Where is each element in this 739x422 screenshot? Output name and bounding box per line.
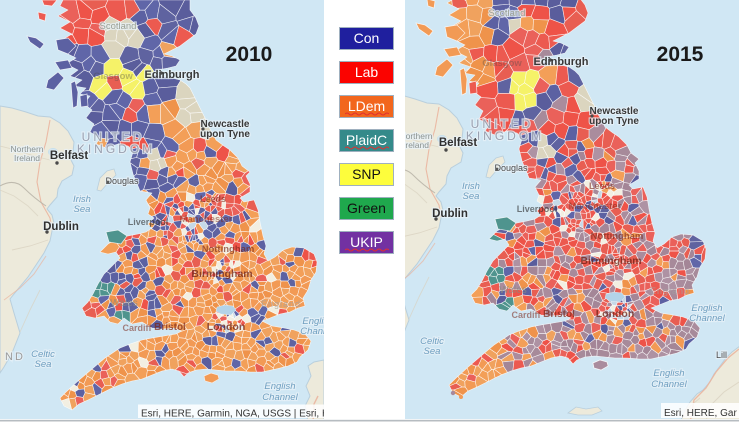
svg-text:Channel: Channel (300, 326, 336, 337)
svg-text:Sea: Sea (74, 204, 91, 215)
svg-text:Manchester: Manchester (180, 214, 233, 225)
svg-text:Bristol: Bristol (154, 322, 186, 333)
svg-text:Belfast: Belfast (439, 137, 478, 149)
svg-text:English: English (264, 381, 295, 392)
svg-text:Bristol: Bristol (543, 309, 575, 320)
svg-text:Channel: Channel (651, 379, 687, 390)
svg-text:Leeds: Leeds (589, 181, 615, 191)
svg-text:UNITED: UNITED (82, 130, 145, 144)
svg-text:Belfast: Belfast (50, 150, 89, 162)
svg-text:Birmingham: Birmingham (191, 268, 252, 280)
svg-text:Celtic: Celtic (420, 336, 444, 347)
svg-text:Ireland: Ireland (403, 140, 429, 150)
svg-text:Sea: Sea (35, 359, 52, 370)
svg-text:London: London (596, 308, 634, 320)
svg-text:Wales: Wales (499, 285, 526, 296)
svg-text:Cardiff: Cardiff (123, 323, 153, 333)
svg-text:Esri, HERE, Garmin, NGA, USGS: Esri, HERE, Garmin, NGA, USGS | Esri, HE (141, 409, 336, 420)
svg-text:upon Tyne: upon Tyne (200, 129, 250, 140)
svg-text:Dublin: Dublin (432, 208, 468, 220)
svg-text:Liverpool: Liverpool (128, 217, 169, 227)
svg-text:Edinburgh: Edinburgh (145, 69, 200, 81)
svg-text:Celtic: Celtic (31, 349, 55, 360)
svg-text:England: England (261, 299, 301, 309)
svg-text:Newcastle: Newcastle (590, 106, 639, 117)
svg-text:Manchester: Manchester (569, 201, 622, 212)
svg-text:Sea: Sea (463, 191, 480, 202)
svg-text:Scotland: Scotland (100, 21, 137, 32)
svg-text:Birmingham: Birmingham (580, 255, 641, 267)
svg-text:English: English (691, 303, 722, 314)
svg-text:2010: 2010 (226, 43, 273, 66)
svg-text:Irish: Irish (73, 194, 91, 205)
svg-text:Scotland: Scotland (489, 8, 526, 19)
svg-text:Dublin: Dublin (43, 221, 79, 233)
svg-text:Leeds: Leeds (200, 194, 226, 204)
svg-text:2015: 2015 (657, 43, 704, 66)
svg-text:London: London (207, 321, 245, 333)
svg-text:Douglas: Douglas (105, 176, 139, 186)
svg-text:English: English (302, 316, 333, 327)
svg-text:Edinburgh: Edinburgh (534, 56, 589, 68)
svg-text:Newcastle: Newcastle (201, 119, 250, 130)
svg-text:Channel: Channel (689, 313, 725, 324)
svg-text:upon Tyne: upon Tyne (589, 116, 639, 127)
svg-text:UNITED: UNITED (471, 117, 534, 131)
svg-text:Wales: Wales (110, 298, 137, 309)
svg-text:Lill: Lill (716, 350, 727, 360)
svg-text:Cardiff: Cardiff (512, 310, 542, 320)
svg-text:Liverpool: Liverpool (517, 204, 558, 214)
svg-text:ND: ND (5, 351, 25, 363)
svg-text:KINGDOM: KINGDOM (77, 142, 155, 156)
svg-text:Douglas: Douglas (494, 163, 528, 173)
svg-text:English: English (653, 368, 684, 379)
svg-text:Ireland: Ireland (14, 153, 40, 163)
svg-text:Sea: Sea (424, 346, 441, 357)
svg-text:Irish: Irish (462, 181, 480, 192)
svg-text:Esri, HERE, Gar: Esri, HERE, Gar (664, 408, 737, 419)
svg-text:Glasgow: Glasgow (482, 58, 522, 69)
svg-text:Glasgow: Glasgow (93, 71, 133, 82)
svg-text:England: England (650, 286, 690, 296)
svg-text:KINGDOM: KINGDOM (466, 129, 544, 143)
svg-text:Northern: Northern (10, 144, 43, 154)
svg-text:Nottingham: Nottingham (591, 231, 644, 242)
svg-text:Northern: Northern (399, 131, 432, 141)
svg-text:Channel: Channel (262, 392, 298, 403)
svg-text:Nottingham: Nottingham (202, 244, 255, 255)
